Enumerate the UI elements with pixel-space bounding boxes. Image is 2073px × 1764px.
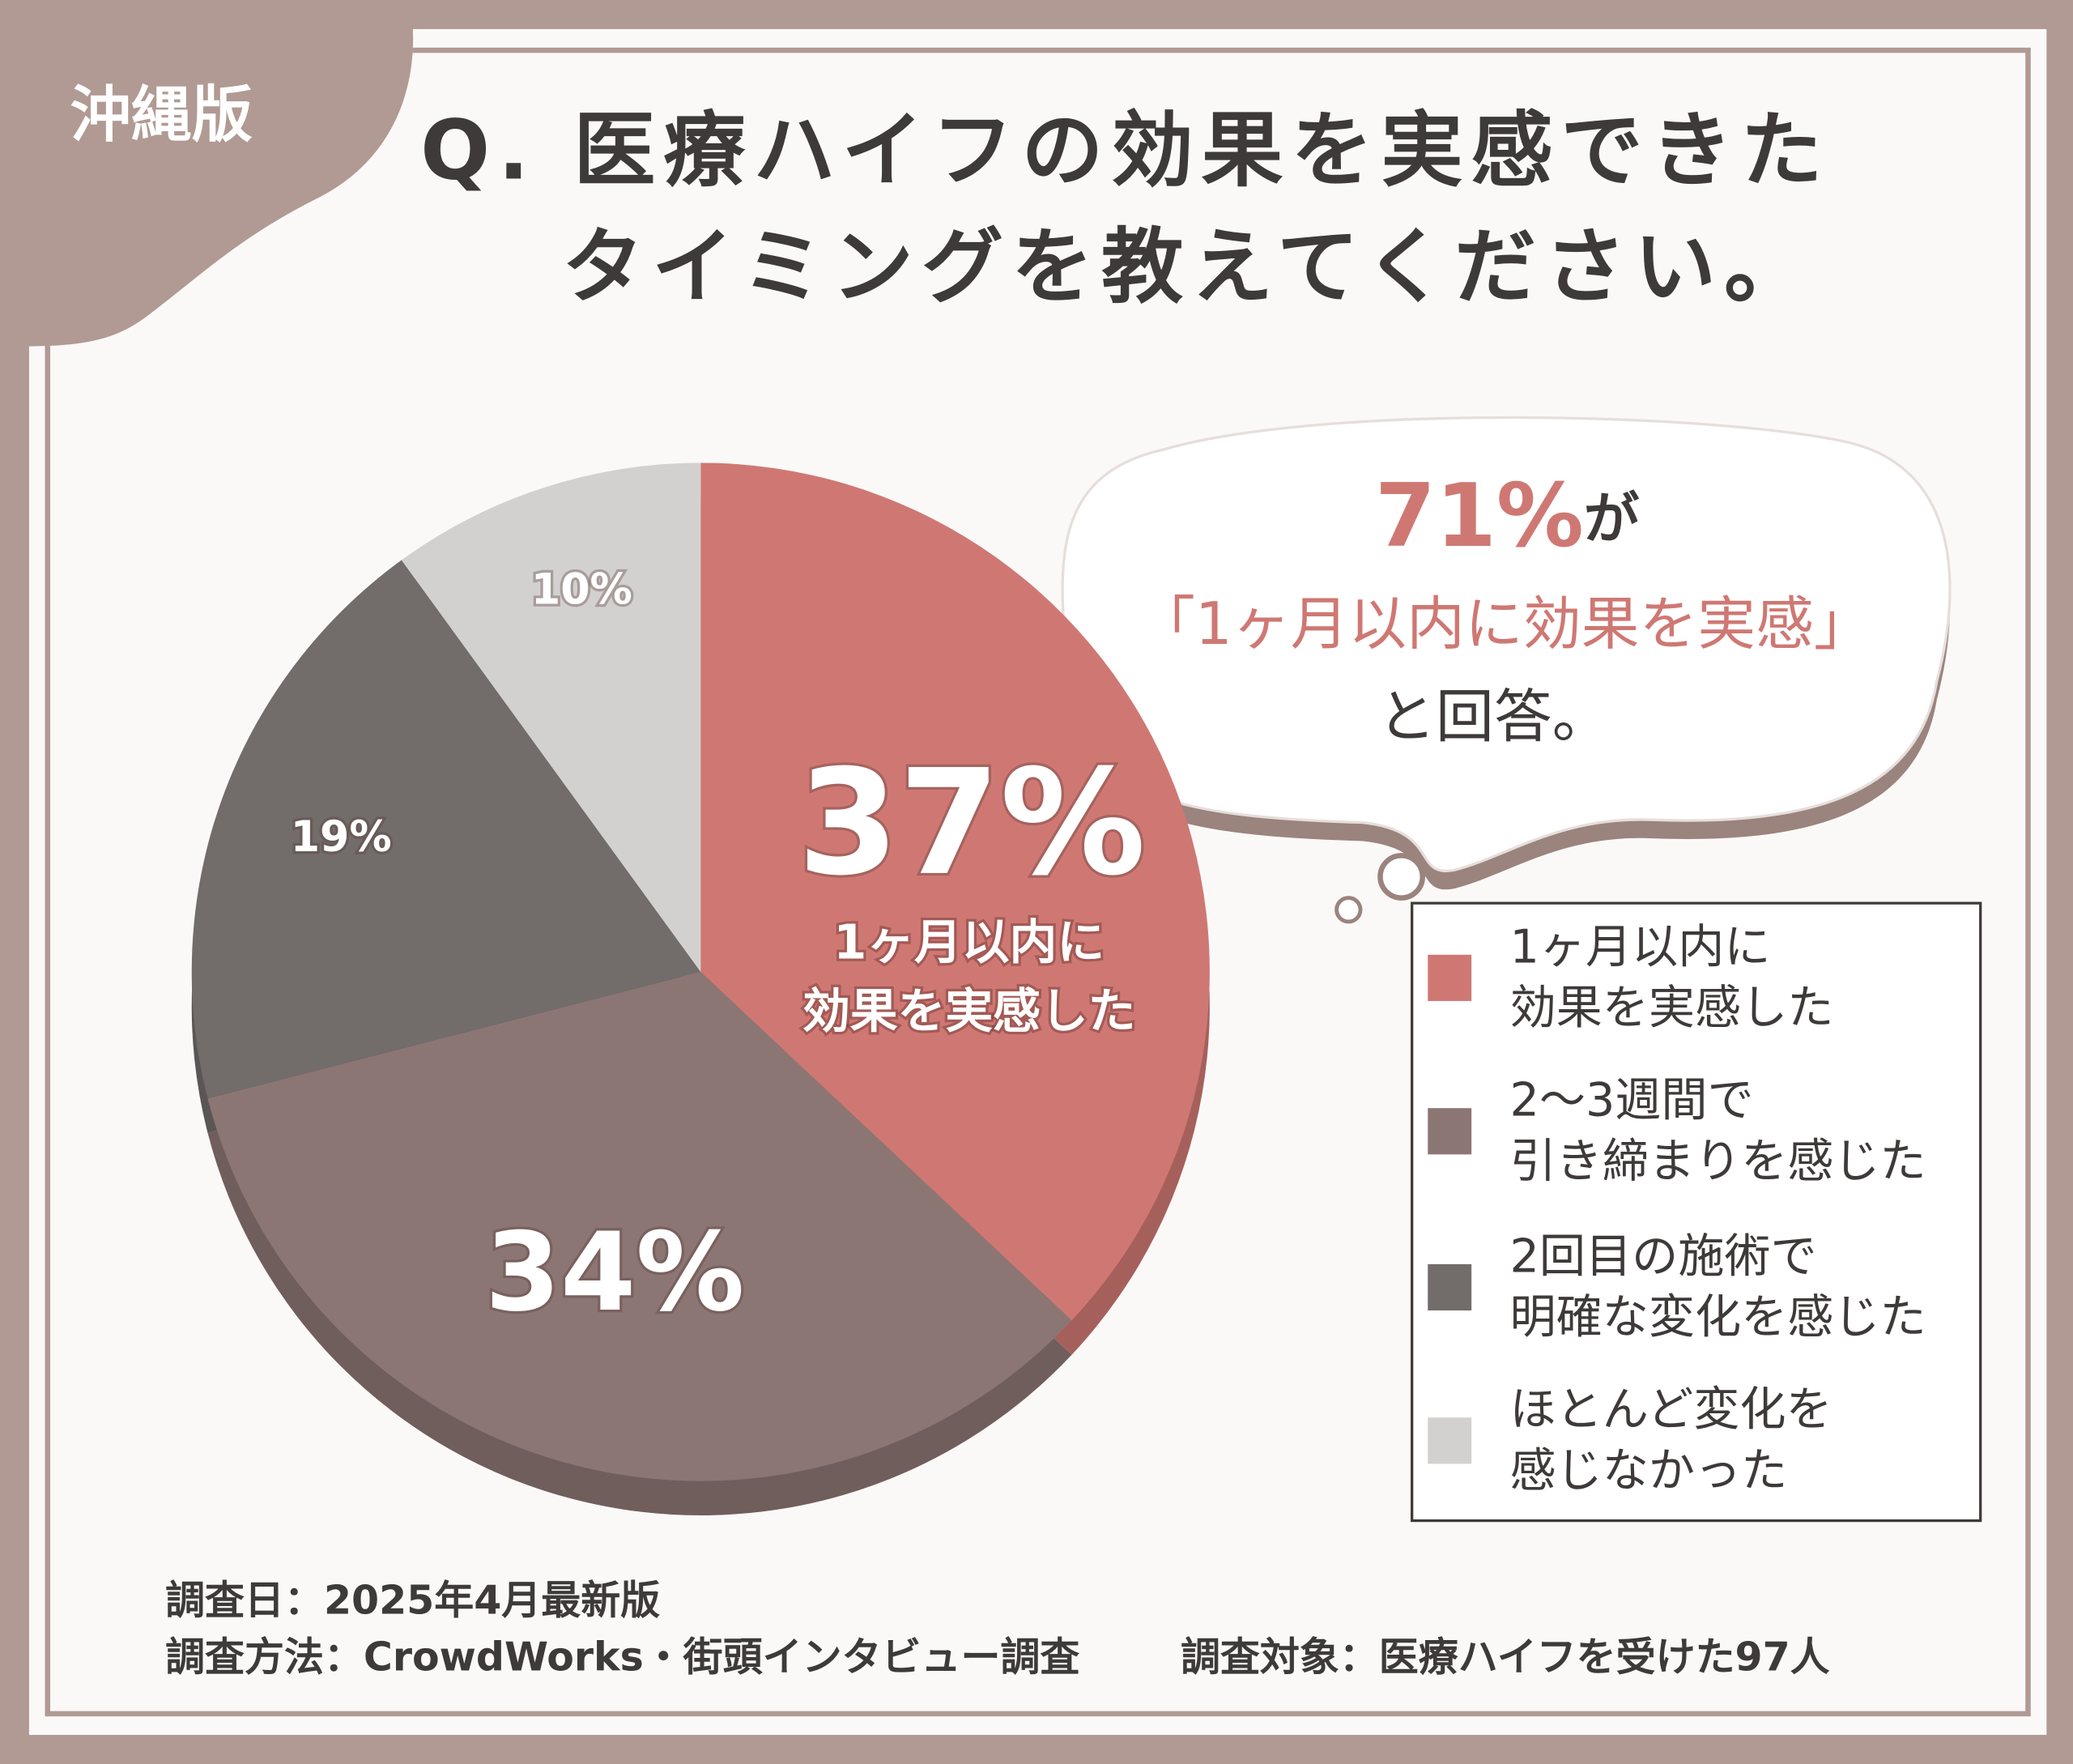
pie: 37% 34% 19% 10% 1ヶ月以内に効果を実感した <box>191 462 1210 1516</box>
slice-label: 19% <box>291 813 392 862</box>
slice <box>207 972 1072 1481</box>
legend-swatch <box>1428 1108 1472 1155</box>
slice <box>191 560 701 1099</box>
slice-label: 10% <box>531 565 632 614</box>
legend-label: 1ヶ月以内に効果を実感した <box>1509 920 1833 1034</box>
slice-category-label: 1ヶ月以内に効果を実感した <box>802 914 1135 1038</box>
slice <box>401 462 701 973</box>
callout-line3: と回答。 <box>1377 682 1610 750</box>
legend-swatch <box>1428 1263 1472 1310</box>
slice <box>700 462 1210 1321</box>
legend-label: 2回目の施術で明確な変化を感じた <box>1509 1229 1926 1344</box>
callout-suffix: が <box>1584 487 1640 552</box>
callout-line1: 71%が <box>1375 466 1640 567</box>
callout-dot <box>1334 896 1363 924</box>
panel-border <box>45 47 2031 1717</box>
badge-shape <box>0 0 414 347</box>
legend-swatch <box>1428 1417 1472 1464</box>
slice-label: 37% <box>798 739 1146 908</box>
callout-highlight: 71% <box>1375 466 1584 567</box>
footer-date: 調査日：2025年4月最新版 <box>165 1577 660 1623</box>
chart-title: Q. 医療ハイフの効果を実感できたタイミングを教えてください。 <box>420 103 1830 315</box>
slice-label: 34% <box>485 1209 744 1336</box>
legend-label: 2〜3週間で引き締まりを感じた <box>1509 1073 1926 1187</box>
footer-method: 調査方法：CrowdWorks・街頭インタビュー調査 <box>165 1634 1079 1681</box>
legend-swatch <box>1428 954 1472 1001</box>
legend-label: ほとんど変化を感じなかった <box>1509 1383 1832 1497</box>
callout-dot <box>1377 853 1425 901</box>
legend-box <box>1411 901 1982 1523</box>
footer-target: 調査対象：医療ハイフを受けた97人 <box>1181 1634 1830 1681</box>
callout-line2: 「1ヶ月以内に効果を実感」 <box>1137 590 1872 658</box>
badge: 沖縄版 <box>70 79 253 150</box>
